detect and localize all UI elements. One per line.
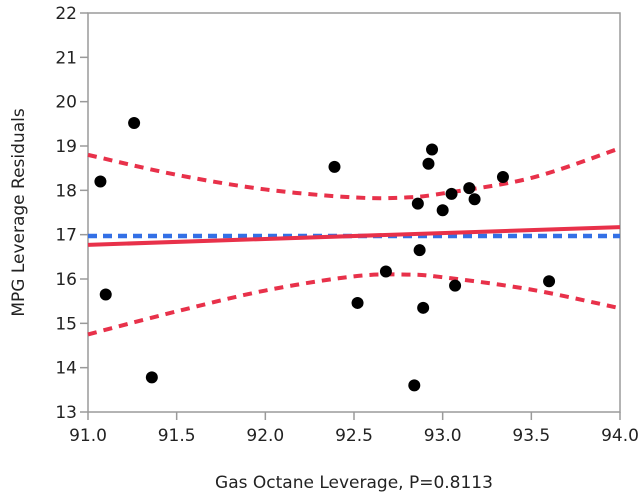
plot-frame bbox=[87, 12, 621, 413]
x-axis-title: Gas Octane Leverage, P=0.8113 bbox=[215, 473, 493, 493]
data-point bbox=[328, 160, 341, 173]
y-axis-title: MPG Leverage Residuals bbox=[9, 108, 29, 317]
y-tick-label: 13 bbox=[55, 403, 77, 423]
confidence-lower-curve bbox=[87, 272, 621, 337]
data-point bbox=[417, 301, 430, 314]
data-point bbox=[468, 193, 481, 206]
y-tick-label: 14 bbox=[55, 359, 77, 379]
fit-line bbox=[87, 225, 621, 247]
data-point bbox=[379, 265, 392, 278]
y-tick-label: 16 bbox=[55, 270, 77, 290]
data-point bbox=[436, 204, 449, 217]
data-point bbox=[496, 171, 509, 184]
x-tick-label: 94.0 bbox=[601, 426, 639, 446]
data-point bbox=[426, 143, 439, 156]
data-point bbox=[422, 157, 435, 170]
y-tick-label: 17 bbox=[55, 226, 77, 246]
y-tick-label: 21 bbox=[55, 48, 77, 68]
x-tick-label: 91.5 bbox=[158, 426, 196, 446]
y-tick-label: 20 bbox=[55, 93, 77, 113]
series-layer bbox=[87, 116, 621, 392]
x-tick-label: 92.5 bbox=[335, 426, 373, 446]
y-tick-label: 18 bbox=[55, 181, 77, 201]
data-point bbox=[413, 244, 426, 257]
data-point bbox=[445, 187, 458, 200]
x-tick-label: 91.0 bbox=[69, 426, 107, 446]
plot-area bbox=[87, 12, 621, 413]
data-point bbox=[408, 379, 421, 392]
data-point bbox=[128, 116, 141, 129]
data-point bbox=[411, 197, 424, 210]
x-tick-label: 93.0 bbox=[424, 426, 462, 446]
y-axis: 13 14 15 16 17 18 19 20 21 22 bbox=[55, 4, 88, 423]
data-point bbox=[145, 371, 158, 384]
y-tick-label: 15 bbox=[55, 314, 77, 334]
data-point bbox=[543, 275, 556, 288]
x-tick-label: 93.5 bbox=[512, 426, 550, 446]
data-point bbox=[94, 175, 107, 188]
x-axis: 91.0 91.5 92.0 92.5 93.0 93.5 94.0 bbox=[69, 412, 639, 446]
y-tick-label: 22 bbox=[55, 4, 77, 24]
x-tick-label: 92.0 bbox=[246, 426, 284, 446]
data-point bbox=[449, 279, 462, 292]
data-point bbox=[99, 288, 112, 301]
data-point bbox=[351, 296, 364, 309]
y-tick-label: 19 bbox=[55, 137, 77, 157]
data-point bbox=[463, 182, 476, 195]
confidence-upper-curve bbox=[87, 146, 621, 201]
